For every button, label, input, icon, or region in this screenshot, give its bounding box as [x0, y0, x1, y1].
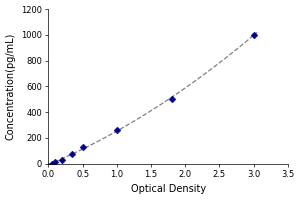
- Y-axis label: Concentration(pg/mL): Concentration(pg/mL): [6, 33, 16, 140]
- X-axis label: Optical Density: Optical Density: [130, 184, 206, 194]
